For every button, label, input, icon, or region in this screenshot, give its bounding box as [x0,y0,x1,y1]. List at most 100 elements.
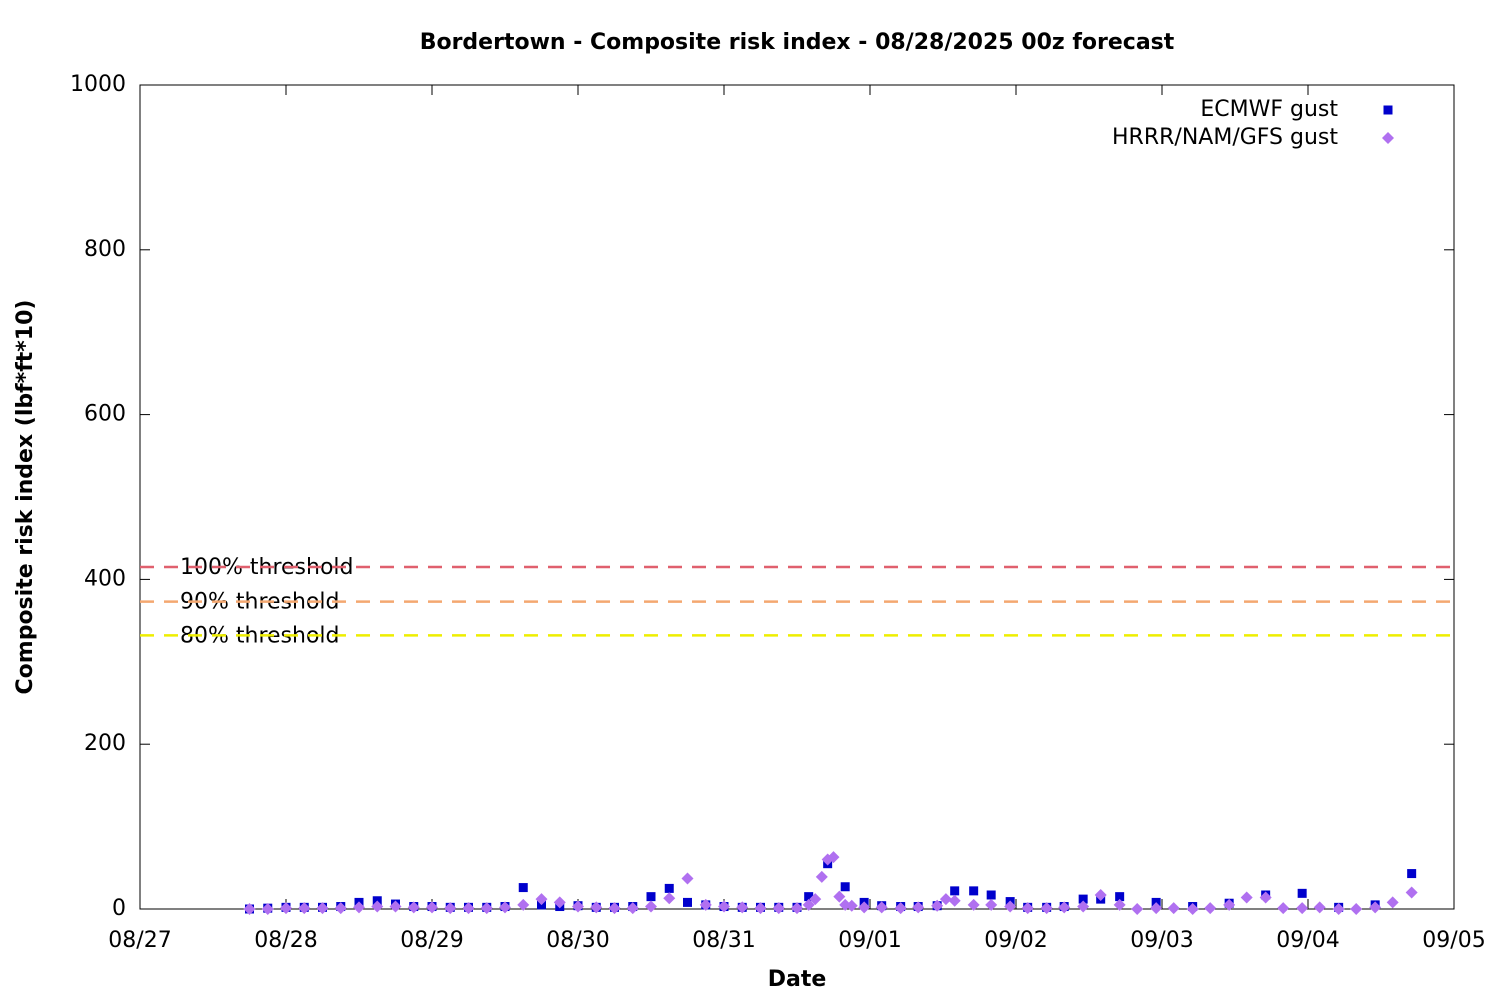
data-point [426,901,438,914]
data-point [1113,898,1126,911]
x-tick-label: 08/30 [546,928,609,953]
x-tick-label: 08/28 [254,928,317,953]
data-point [1332,903,1345,915]
data-point [985,898,998,911]
data-point [1078,894,1088,904]
data-point [518,883,528,893]
data-point [553,896,566,909]
data-point [1369,901,1382,914]
data-point [1186,903,1199,915]
data-point [1277,902,1290,915]
data-point [931,899,944,912]
data-point [1240,891,1253,904]
data-point [772,902,785,915]
data-point [681,872,694,885]
data-point [683,897,692,907]
data-point [1004,900,1017,913]
data-point [1297,888,1307,898]
data-point [986,890,996,900]
data-point [1223,898,1236,911]
data-point [967,898,980,911]
data-point [875,901,888,914]
data-point [572,900,584,913]
data-point [462,902,475,915]
x-tick-label: 09/01 [838,928,901,953]
data-point [969,886,979,896]
data-point [663,892,676,905]
data-point [1094,888,1107,901]
data-point [699,898,712,911]
data-point [894,902,907,915]
data-point [1077,900,1090,913]
data-point [815,870,828,883]
data-point [1313,901,1326,914]
data-point [827,851,840,864]
data-point [1296,902,1309,915]
data-point [1259,891,1272,904]
data-point [833,890,846,903]
data-point [858,901,871,914]
data-point [791,902,803,915]
data-point [1131,903,1144,915]
data-point [1405,886,1418,899]
data-point [626,902,639,915]
data-point [809,893,822,906]
y-tick-label: 600 [84,402,126,427]
y-tick-label: 800 [84,237,126,262]
data-point [590,901,603,914]
data-point [1407,869,1417,879]
data-point [261,903,274,915]
data-point [407,901,420,914]
data-point [948,894,961,907]
data-point [334,902,347,915]
data-point [280,902,292,915]
data-point [608,902,621,915]
data-point [840,882,850,892]
data-point [1350,903,1363,915]
data-point [718,900,730,913]
x-tick-label: 09/02 [984,928,1047,953]
data-point [1204,902,1217,915]
data-point [754,902,767,915]
data-point [1058,901,1071,914]
data-point [499,901,511,914]
data-point [389,900,402,913]
data-point [802,898,815,911]
data-point [845,899,858,912]
data-point [298,902,311,915]
x-tick-label: 09/05 [1422,928,1485,953]
data-point [535,893,548,906]
data-point [243,903,256,915]
legend-marker [1383,105,1393,115]
x-axis-label: Date [768,967,827,992]
data-point [353,901,365,914]
data-point [1150,902,1163,915]
legend-label: ECMWF gust [1200,97,1338,122]
data-point [371,900,384,913]
chart-title: Bordertown - Composite risk index - 08/2… [420,30,1175,55]
data-point [939,893,952,906]
y-tick-label: 0 [112,896,126,921]
data-point [646,892,656,902]
y-tick-label: 1000 [70,72,126,97]
data-point [912,901,925,914]
data-point [480,902,493,915]
data-point [316,902,329,915]
y-tick-label: 200 [84,731,126,756]
y-axis-label: Composite risk index (lbf*ft*10) [13,300,38,695]
data-point [664,883,674,893]
data-point [804,892,814,902]
legend-label: HRRR/NAM/GFS gust [1112,125,1338,150]
data-point [1167,902,1180,915]
x-tick-label: 09/04 [1276,928,1339,953]
data-point [736,901,749,914]
x-tick-label: 08/27 [108,928,171,953]
x-tick-label: 09/03 [1130,928,1193,953]
y-tick-label: 400 [84,566,126,591]
data-point [1040,902,1053,915]
data-point [645,900,657,913]
x-tick-label: 08/29 [400,928,463,953]
data-point [1115,892,1125,902]
data-point [1021,902,1034,915]
